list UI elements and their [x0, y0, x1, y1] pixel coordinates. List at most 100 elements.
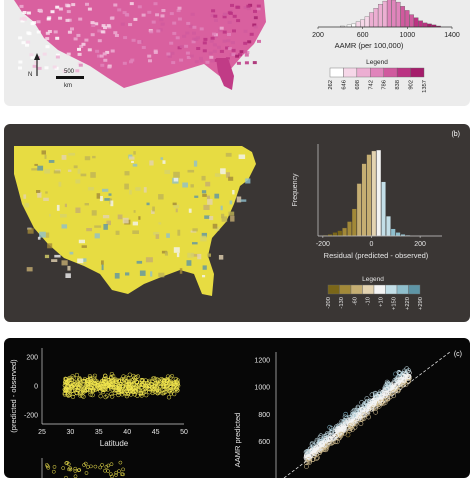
lat-point: [175, 388, 180, 393]
map-a-county: [236, 19, 241, 23]
legend-break-label: +150: [392, 297, 398, 310]
aamr-point: [384, 396, 390, 401]
map-b-county: [75, 207, 81, 213]
hist-a-bar: [355, 21, 361, 28]
panel-c-svg: (c) 200 0 -200 25 30 35 40 45 50 Latitude (pred…: [9, 348, 462, 478]
map-a-county: [110, 49, 115, 53]
lat-sub-point: [68, 466, 72, 470]
map-a-county: [188, 24, 193, 28]
map-b-county: [212, 223, 218, 229]
aamr-point: [348, 422, 354, 428]
lat-sub-point: [109, 462, 114, 467]
map-a-county: [161, 9, 166, 12]
lat-point: [116, 379, 122, 384]
map-b-county: [44, 254, 50, 259]
aamr-point: [401, 374, 406, 380]
lat-point: [157, 388, 163, 394]
lat-point: [131, 373, 136, 379]
lat-xlabel: Latitude: [100, 439, 129, 448]
aamr-point: [307, 446, 313, 452]
map-b-county: [101, 264, 104, 271]
map-a-county: [227, 33, 231, 36]
map-a-county: [113, 3, 118, 7]
lat-point: [70, 388, 75, 393]
panel-b-tag: (b): [451, 131, 460, 138]
map-b-county: [132, 163, 138, 167]
map-b-county: [80, 173, 87, 177]
lat-point: [174, 386, 179, 392]
panel-a-svg: N 500 km 200 600 1000 1400 AAMR (per 100,00…: [14, 0, 460, 93]
map-a-county: [160, 22, 165, 26]
map-b-county: [101, 260, 104, 265]
lat-point: [109, 371, 115, 377]
legend-break-label: -130: [339, 297, 345, 309]
map-a-county: [53, 30, 58, 34]
map-a-county: [58, 7, 63, 11]
lat-point: [102, 379, 107, 385]
map-a-county: [97, 29, 102, 33]
aamr-point: [377, 398, 383, 404]
aamr-y-tick-label: 600: [258, 439, 270, 446]
map-b-county: [177, 229, 181, 236]
lat-point: [147, 390, 152, 395]
map-a-county: [218, 29, 223, 33]
map-a-county: [222, 39, 227, 43]
map-a-county: [95, 49, 100, 53]
map-b-county: [153, 232, 160, 236]
map-a-county: [179, 58, 184, 62]
map-b-county: [158, 272, 165, 278]
legend-swatch: [370, 67, 384, 78]
map-b-county: [44, 154, 47, 159]
lat-point: [135, 374, 141, 379]
map-a-county: [256, 7, 261, 11]
map-a-county: [243, 50, 248, 54]
map-a-county: [226, 39, 231, 43]
map-a-county: [122, 11, 127, 15]
aamr-point: [373, 409, 378, 415]
hist-b-bar: [371, 150, 377, 237]
lat-sub-point: [73, 474, 78, 478]
map-a-county: [120, 22, 125, 26]
legend-swatch: [329, 67, 344, 78]
map-a-county: [75, 69, 80, 73]
map-b-county: [39, 231, 46, 238]
lat-sub-point: [106, 469, 110, 473]
map-b-county: [43, 197, 49, 201]
map-b-county: [45, 191, 48, 194]
map-b-county: [45, 232, 50, 238]
aamr-point: [314, 439, 320, 445]
aamr-point: [393, 384, 398, 389]
lat-point: [143, 386, 148, 392]
map-a-county: [85, 2, 89, 6]
aamr-y-tick-label: 1200: [254, 358, 270, 365]
scale-value: 500: [64, 69, 75, 75]
map-a-county: [117, 8, 122, 12]
panel-b: (b) Frequency -200 0 200 Residual (predict…: [4, 124, 470, 322]
map-a-county: [202, 49, 207, 53]
lat-sub-point: [73, 469, 78, 473]
map-a-county: [196, 47, 201, 50]
hist-b-bar: [366, 154, 372, 237]
map-a-county: [21, 41, 26, 45]
map-a-county: [67, 30, 72, 34]
legend-break-label: 698: [355, 80, 361, 90]
lat-x-tick-label: 45: [152, 429, 160, 436]
map-b-county: [47, 243, 53, 249]
lat-point: [66, 376, 71, 381]
lat-point: [82, 378, 87, 384]
map-b-county: [220, 168, 226, 175]
aamr-point: [328, 429, 334, 435]
map-b-county: [133, 210, 136, 213]
hist-b-bar: [381, 181, 387, 237]
lat-point: [136, 388, 141, 393]
map-a-county: [67, 18, 72, 22]
map-a-county: [176, 9, 181, 13]
map-b-county: [94, 225, 102, 228]
map-a-county: [103, 58, 108, 62]
map-a-county: [170, 51, 175, 55]
map-b-county: [36, 190, 41, 193]
map-a-county: [77, 62, 82, 65]
aamr-point: [329, 426, 334, 431]
aamr-point: [359, 400, 365, 405]
aamr-y-tick-label: 1000: [254, 385, 270, 392]
